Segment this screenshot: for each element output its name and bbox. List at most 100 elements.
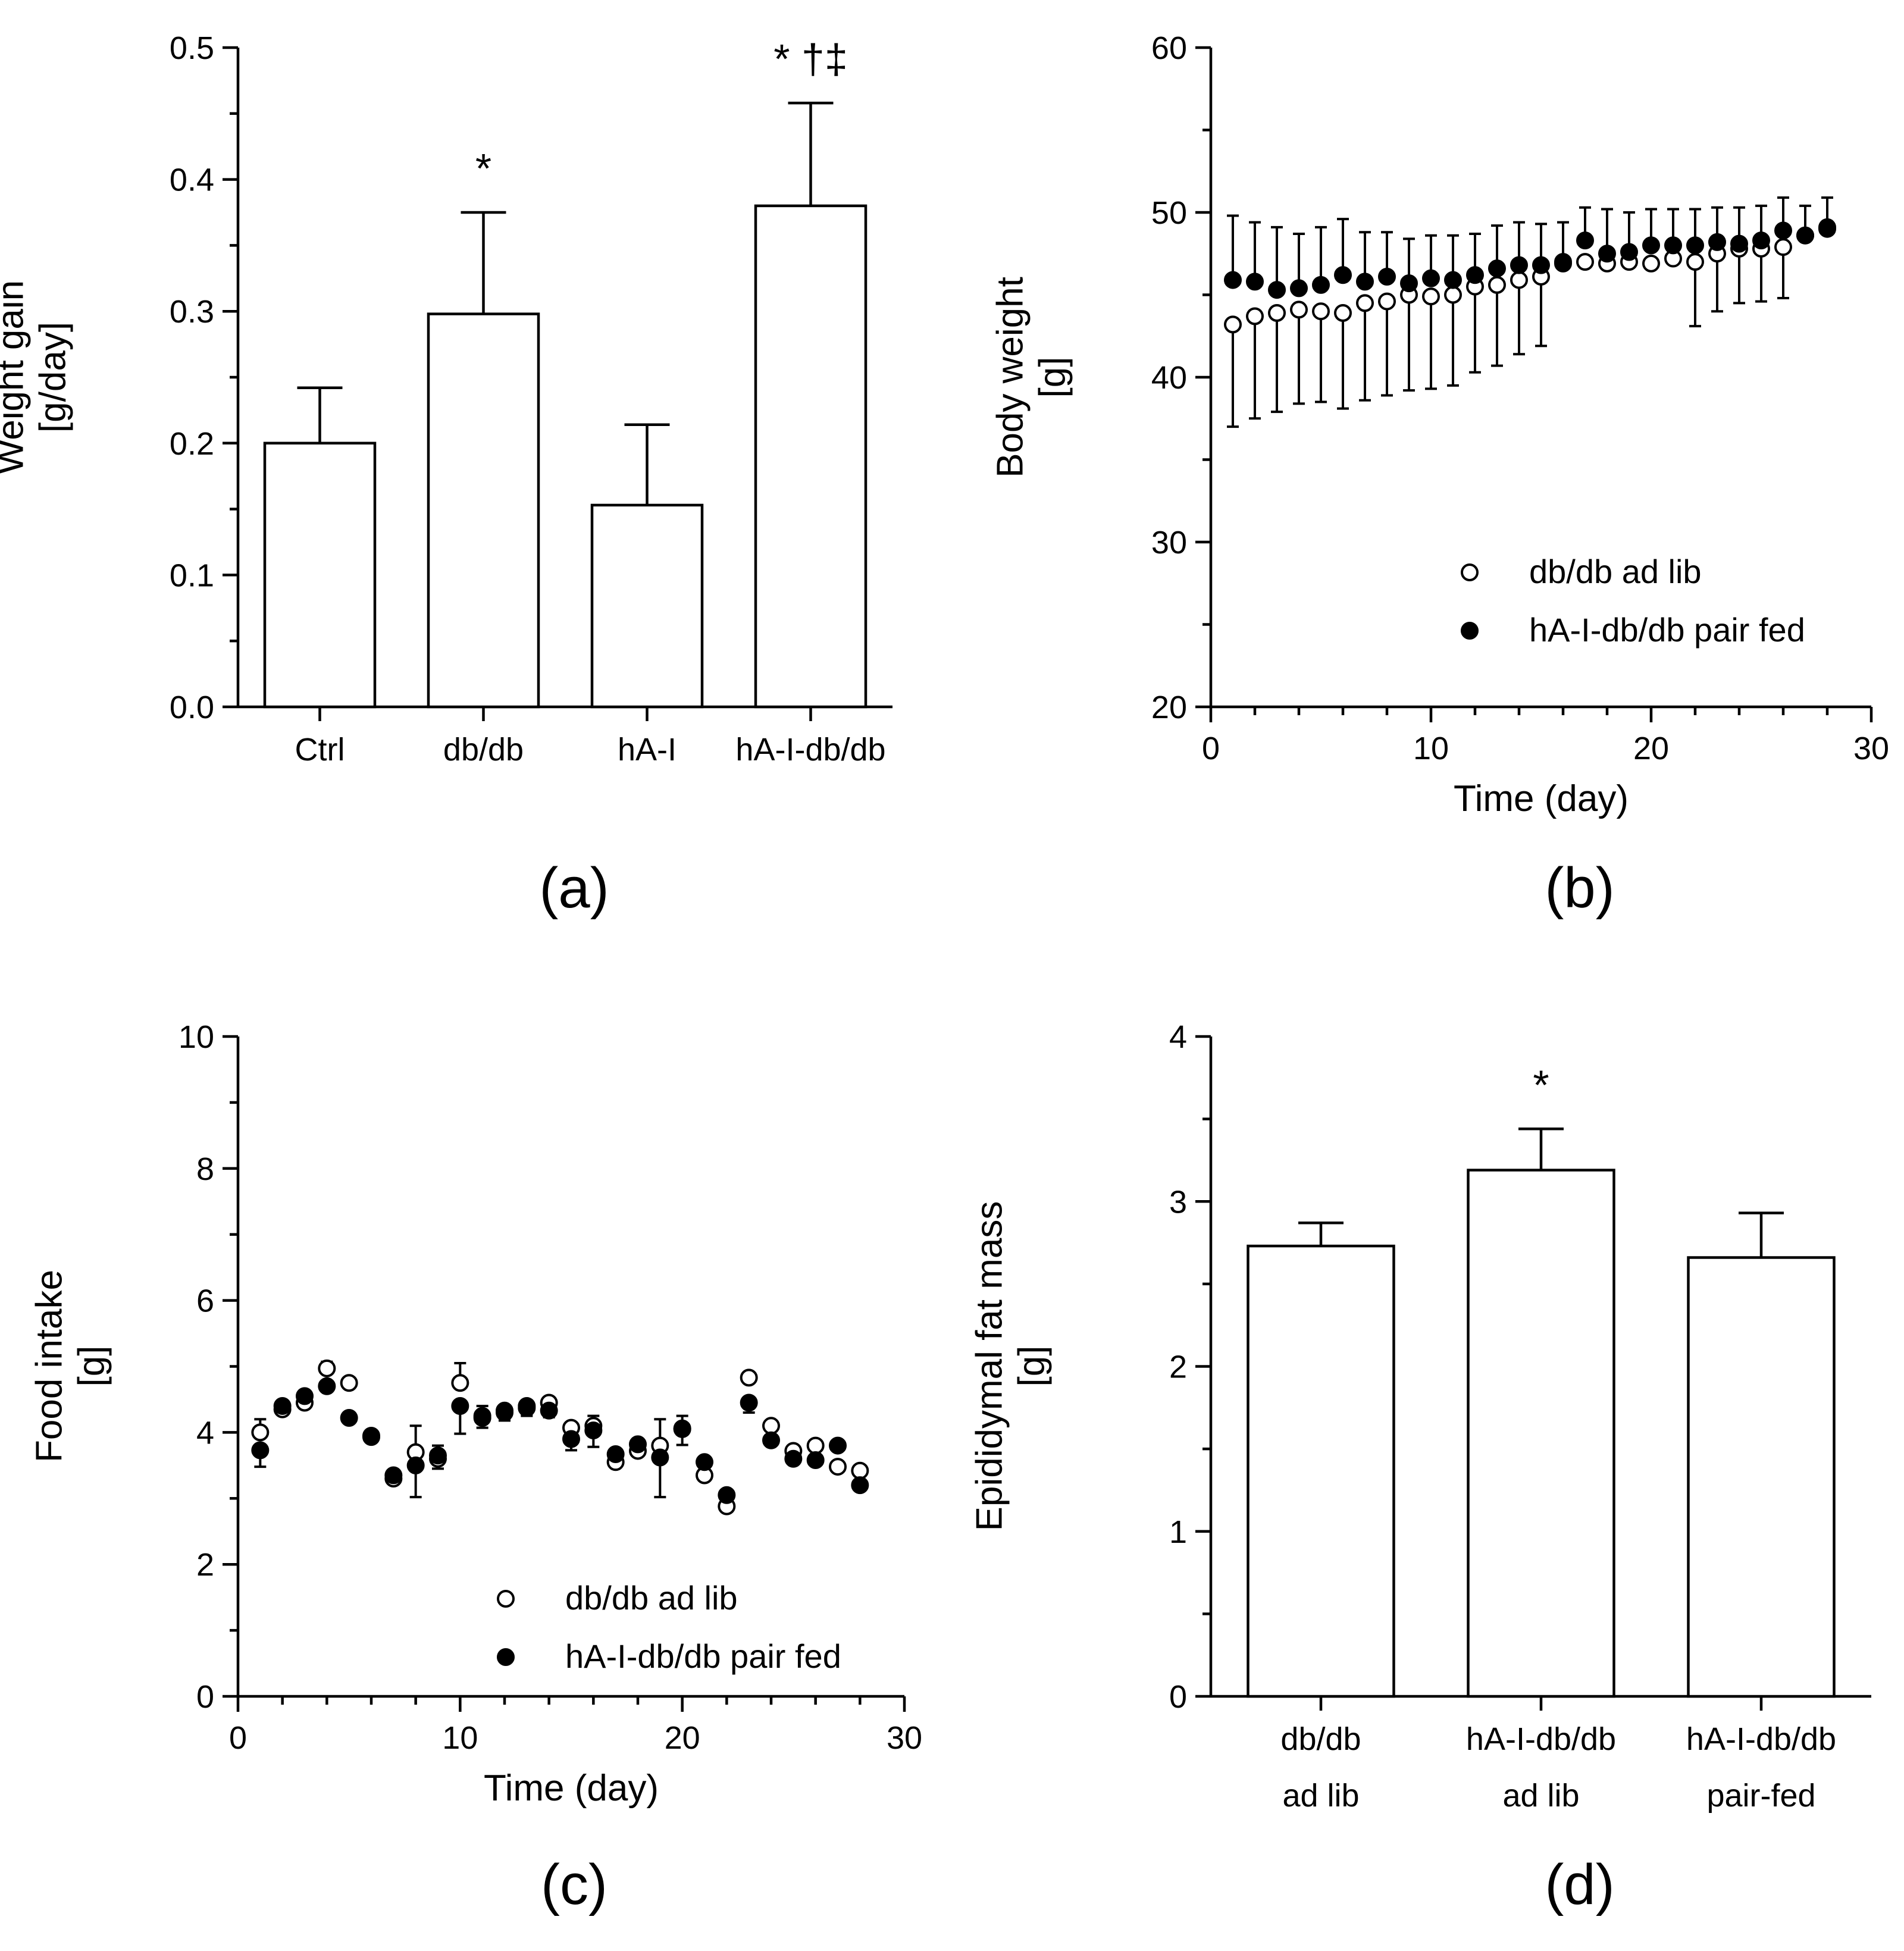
panel-c-point-ad-lib (251, 1423, 270, 1442)
panel-c-legend-marker (497, 1590, 515, 1608)
panel-b-point-ad-lib (1510, 271, 1528, 289)
panel-b-point-ad-lib (1378, 292, 1396, 311)
panel-a-y-axis-title-line: Weight gain (0, 280, 31, 474)
panel-b-point-pair-fed (1378, 268, 1396, 286)
panel-a-y-tick-label: 0.4 (170, 162, 214, 198)
panel-d-y-axis-title-line: [g] (1012, 1346, 1053, 1387)
panel-c-point-pair-fed (518, 1399, 536, 1417)
panel-c-point-pair-fed (451, 1397, 469, 1416)
panel-c-point-pair-fed (851, 1476, 869, 1495)
panel-c-point-pair-fed (806, 1451, 825, 1469)
panel-b-y-axis-title-line: [g] (1032, 357, 1073, 398)
panel-a-bar (754, 204, 868, 709)
panel-b-x-axis-title: Time (day) (1454, 778, 1629, 819)
panel-c-point-pair-fed (606, 1445, 625, 1463)
panel-d-y-tick-label: 1 (1169, 1514, 1187, 1550)
panel-b-point-ad-lib (1488, 275, 1506, 294)
panel-a-bar (263, 441, 377, 709)
panel-a-significance-marker: * (475, 145, 491, 192)
panel-c-point-pair-fed (340, 1409, 358, 1427)
panel-b-x-tick-label: 0 (1202, 731, 1220, 766)
panel-c-point-pair-fed (406, 1456, 425, 1474)
panel-d-bar (1247, 1244, 1395, 1698)
panel-c-point-pair-fed (740, 1393, 758, 1412)
panel-c-y-tick-label: 8 (196, 1151, 214, 1187)
panel-c-point-pair-fed (496, 1401, 513, 1420)
panel-b-point-pair-fed (1400, 274, 1418, 293)
panel-c-x-tick-label: 10 (442, 1720, 478, 1756)
panel-a-significance-marker: * †‡ (774, 36, 848, 82)
panel-b-point-pair-fed (1312, 275, 1330, 294)
panel-c-point-ad-lib (318, 1359, 336, 1377)
panel-b-point-pair-fed (1290, 279, 1308, 297)
panel-d-y-tick-label: 4 (1169, 1019, 1187, 1055)
panel-b-point-ad-lib (1642, 254, 1660, 273)
panel-c-point-pair-fed (540, 1401, 558, 1420)
panel-b-point-ad-lib (1246, 307, 1264, 325)
panel-c-point-ad-lib (451, 1374, 469, 1392)
panel-c-food-intake: Food intake[g] 0 2 4 6 8 10 0 10 20 30 Time (day) db… (29, 1019, 922, 1916)
panel-b-y-axis-title: Body weight[g] (989, 277, 1073, 478)
panel-b-legend-marker (1461, 563, 1479, 581)
panel-b-point-pair-fed (1554, 253, 1572, 271)
panel-c-legend-label: hA-I-db/db pair fed (565, 1637, 841, 1675)
panel-c-point-pair-fed (473, 1409, 491, 1427)
panel-b-point-pair-fed (1268, 281, 1286, 299)
panel-d-y-tick-label: 2 (1169, 1349, 1187, 1385)
panel-c-y-axis-title-line: [g] (71, 1346, 112, 1387)
panel-b-point-pair-fed (1708, 233, 1726, 251)
panel-c-point-pair-fed (362, 1426, 380, 1445)
panel-c-point-pair-fed (384, 1466, 403, 1485)
panel-b-point-ad-lib (1290, 300, 1308, 319)
panel-d-x-tick-label: ad lib (1282, 1778, 1359, 1814)
panel-b-x-tick-label: 30 (1853, 731, 1889, 766)
panel-c-y-tick-label: 4 (196, 1415, 214, 1451)
panel-b-y-tick-label: 30 (1151, 525, 1187, 560)
panel-b-point-ad-lib (1312, 302, 1330, 321)
panel-c-label: (c) (541, 1853, 607, 1916)
panel-b-label: (b) (1545, 856, 1614, 920)
panel-d-y-axis-title: Epididymal fat mass[g] (969, 1201, 1052, 1532)
panel-b-point-ad-lib (1686, 253, 1704, 271)
panel-c-point-pair-fed (584, 1421, 603, 1440)
panel-a-y-tick-label: 0.0 (170, 690, 214, 725)
panel-b-point-pair-fed (1642, 236, 1660, 255)
panel-b-point-pair-fed (1510, 256, 1528, 274)
panel-b-legend-label: db/db ad lib (1529, 553, 1702, 590)
panel-c-y-tick-label: 10 (178, 1019, 214, 1055)
panel-c-point-pair-fed (784, 1449, 803, 1468)
panel-c-point-pair-fed (296, 1387, 314, 1405)
panel-b-legend-label: hA-I-db/db pair fed (1529, 611, 1805, 649)
panel-c-y-tick-label: 6 (196, 1283, 214, 1319)
panel-c-point-pair-fed (318, 1377, 336, 1395)
panel-c-point-pair-fed (762, 1431, 780, 1449)
panel-a-y-tick-label: 0.1 (170, 558, 214, 593)
panel-c-x-tick-label: 0 (229, 1720, 247, 1756)
panel-d-bar (1687, 1256, 1836, 1698)
panel-a-bar (590, 503, 704, 709)
panel-d-epididymal-fat: Epididymal fat mass[g] 0 1 2 3 4 db/db ad lib hA… (969, 1019, 1871, 1916)
panel-c-x-axis-title: Time (day) (484, 1768, 659, 1809)
panel-a-y-axis-title: Weight gain[g/day] (0, 280, 74, 474)
panel-a-x-tick-label: db/db (443, 732, 524, 768)
panel-d-x-tick-label: db/db (1280, 1721, 1361, 1757)
panel-d-significance-marker: * (1533, 1061, 1549, 1108)
panel-a-bar (427, 312, 540, 709)
panel-b-point-pair-fed (1532, 256, 1550, 274)
panel-b-point-ad-lib (1356, 294, 1374, 312)
panel-c-point-pair-fed (629, 1435, 647, 1454)
panel-b-point-pair-fed (1444, 271, 1462, 289)
panel-b-y-tick-label: 60 (1151, 30, 1187, 66)
panel-b-point-pair-fed (1598, 245, 1616, 263)
panel-b-x-tick-label: 10 (1413, 731, 1449, 766)
panel-c-point-ad-lib (829, 1458, 847, 1476)
panel-b-point-pair-fed (1686, 236, 1704, 255)
panel-b-point-pair-fed (1796, 226, 1814, 245)
panel-b-point-pair-fed (1466, 266, 1484, 284)
panel-a-y-tick-label: 0.3 (170, 294, 214, 330)
panel-b-point-pair-fed (1224, 271, 1242, 289)
panel-c-point-pair-fed (651, 1448, 669, 1467)
panel-c-legend-label: db/db ad lib (565, 1579, 738, 1617)
panel-a-weight-gain: Weight gain[g/day] 0.0 0.1 0.2 0.3 0.4 0.5 Ctrl… (0, 30, 892, 920)
